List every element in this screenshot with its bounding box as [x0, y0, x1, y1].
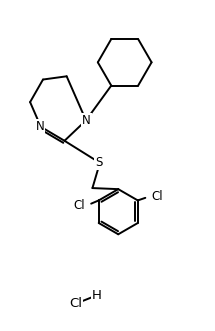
- Text: S: S: [95, 156, 103, 169]
- Text: Cl: Cl: [152, 190, 163, 203]
- Text: H: H: [92, 289, 102, 302]
- Text: Cl: Cl: [69, 297, 82, 309]
- Text: N: N: [35, 120, 44, 133]
- Text: N: N: [82, 114, 91, 127]
- Text: Cl: Cl: [73, 199, 85, 212]
